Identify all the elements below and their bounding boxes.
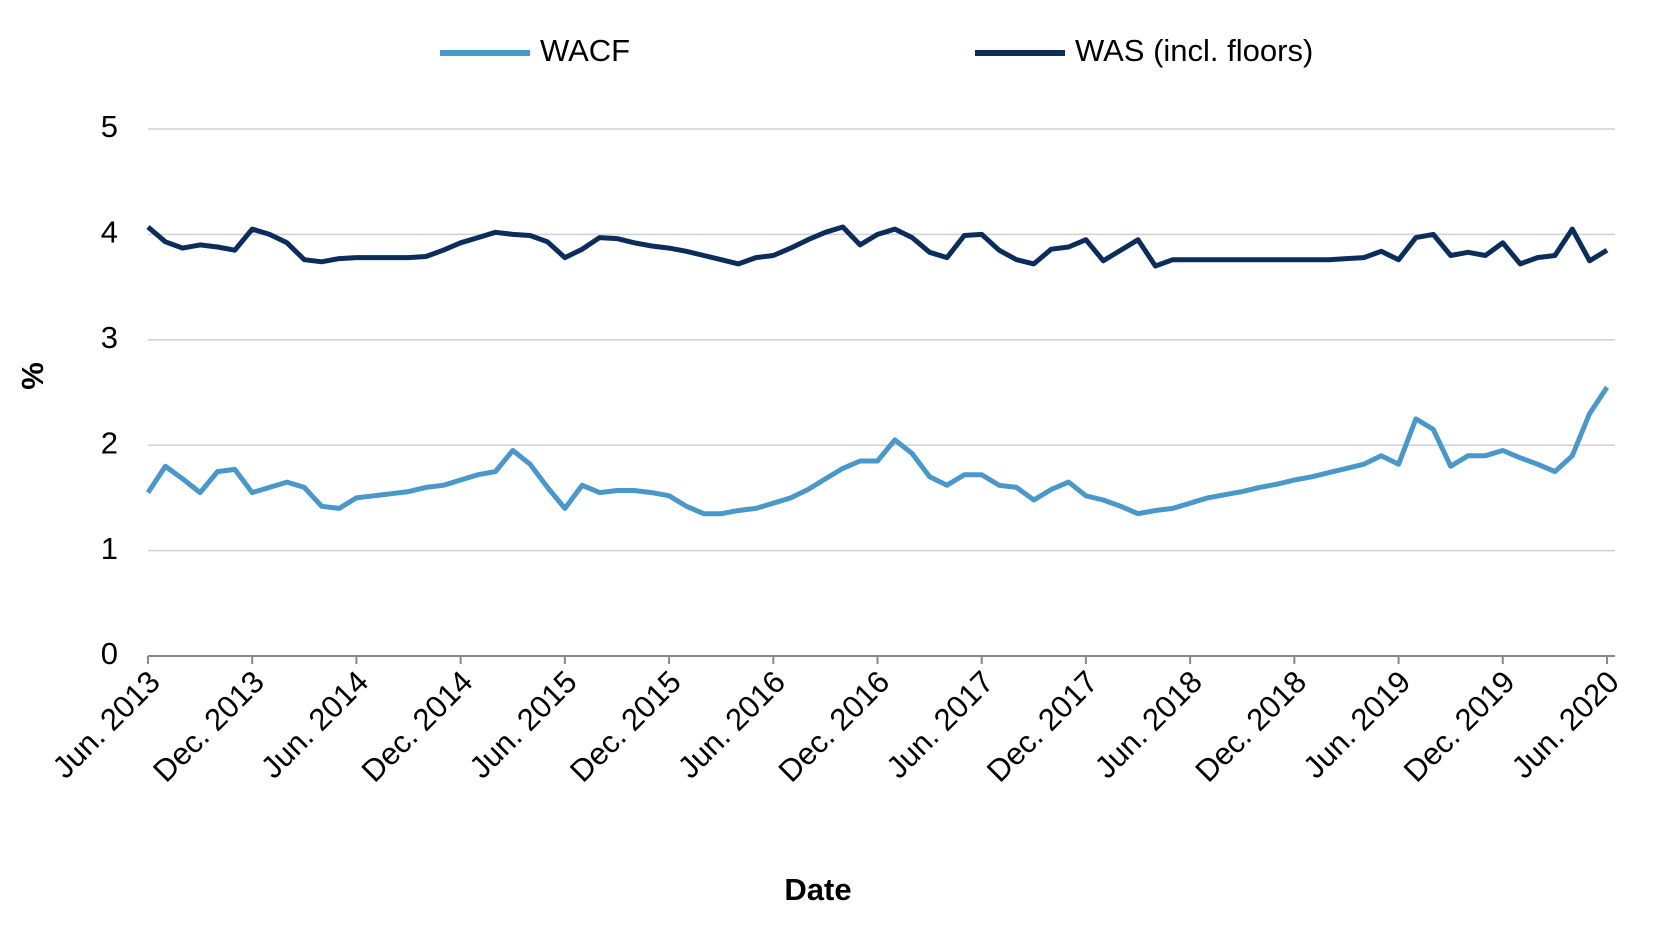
y-axis-label: % <box>15 362 50 390</box>
y-tick-label: 0 <box>101 636 118 671</box>
y-tick-label: 5 <box>101 109 118 144</box>
legend-label: WAS (incl. floors) <box>1075 33 1313 68</box>
x-tick-label: Dec. 2018 <box>1188 664 1313 789</box>
y-tick-label: 3 <box>101 320 118 355</box>
y-tick-label: 2 <box>101 425 118 460</box>
series-line <box>146 224 1609 269</box>
y-tick-label: 4 <box>101 215 118 250</box>
x-tick-label: Dec. 2019 <box>1397 664 1522 789</box>
x-tick-label: Jun. 2020 <box>1505 664 1626 785</box>
x-tick-label: Dec. 2013 <box>146 664 271 789</box>
legend-label: WACF <box>540 33 630 68</box>
x-tick-label: Dec. 2014 <box>355 664 480 789</box>
x-tick-label: Dec. 2015 <box>563 664 688 789</box>
x-axis-label: Date <box>784 872 851 907</box>
y-tick-label: 1 <box>101 531 118 566</box>
x-tick-label: Dec. 2017 <box>980 664 1105 789</box>
x-tick-label: Dec. 2016 <box>772 664 897 789</box>
series-line <box>145 385 1610 517</box>
